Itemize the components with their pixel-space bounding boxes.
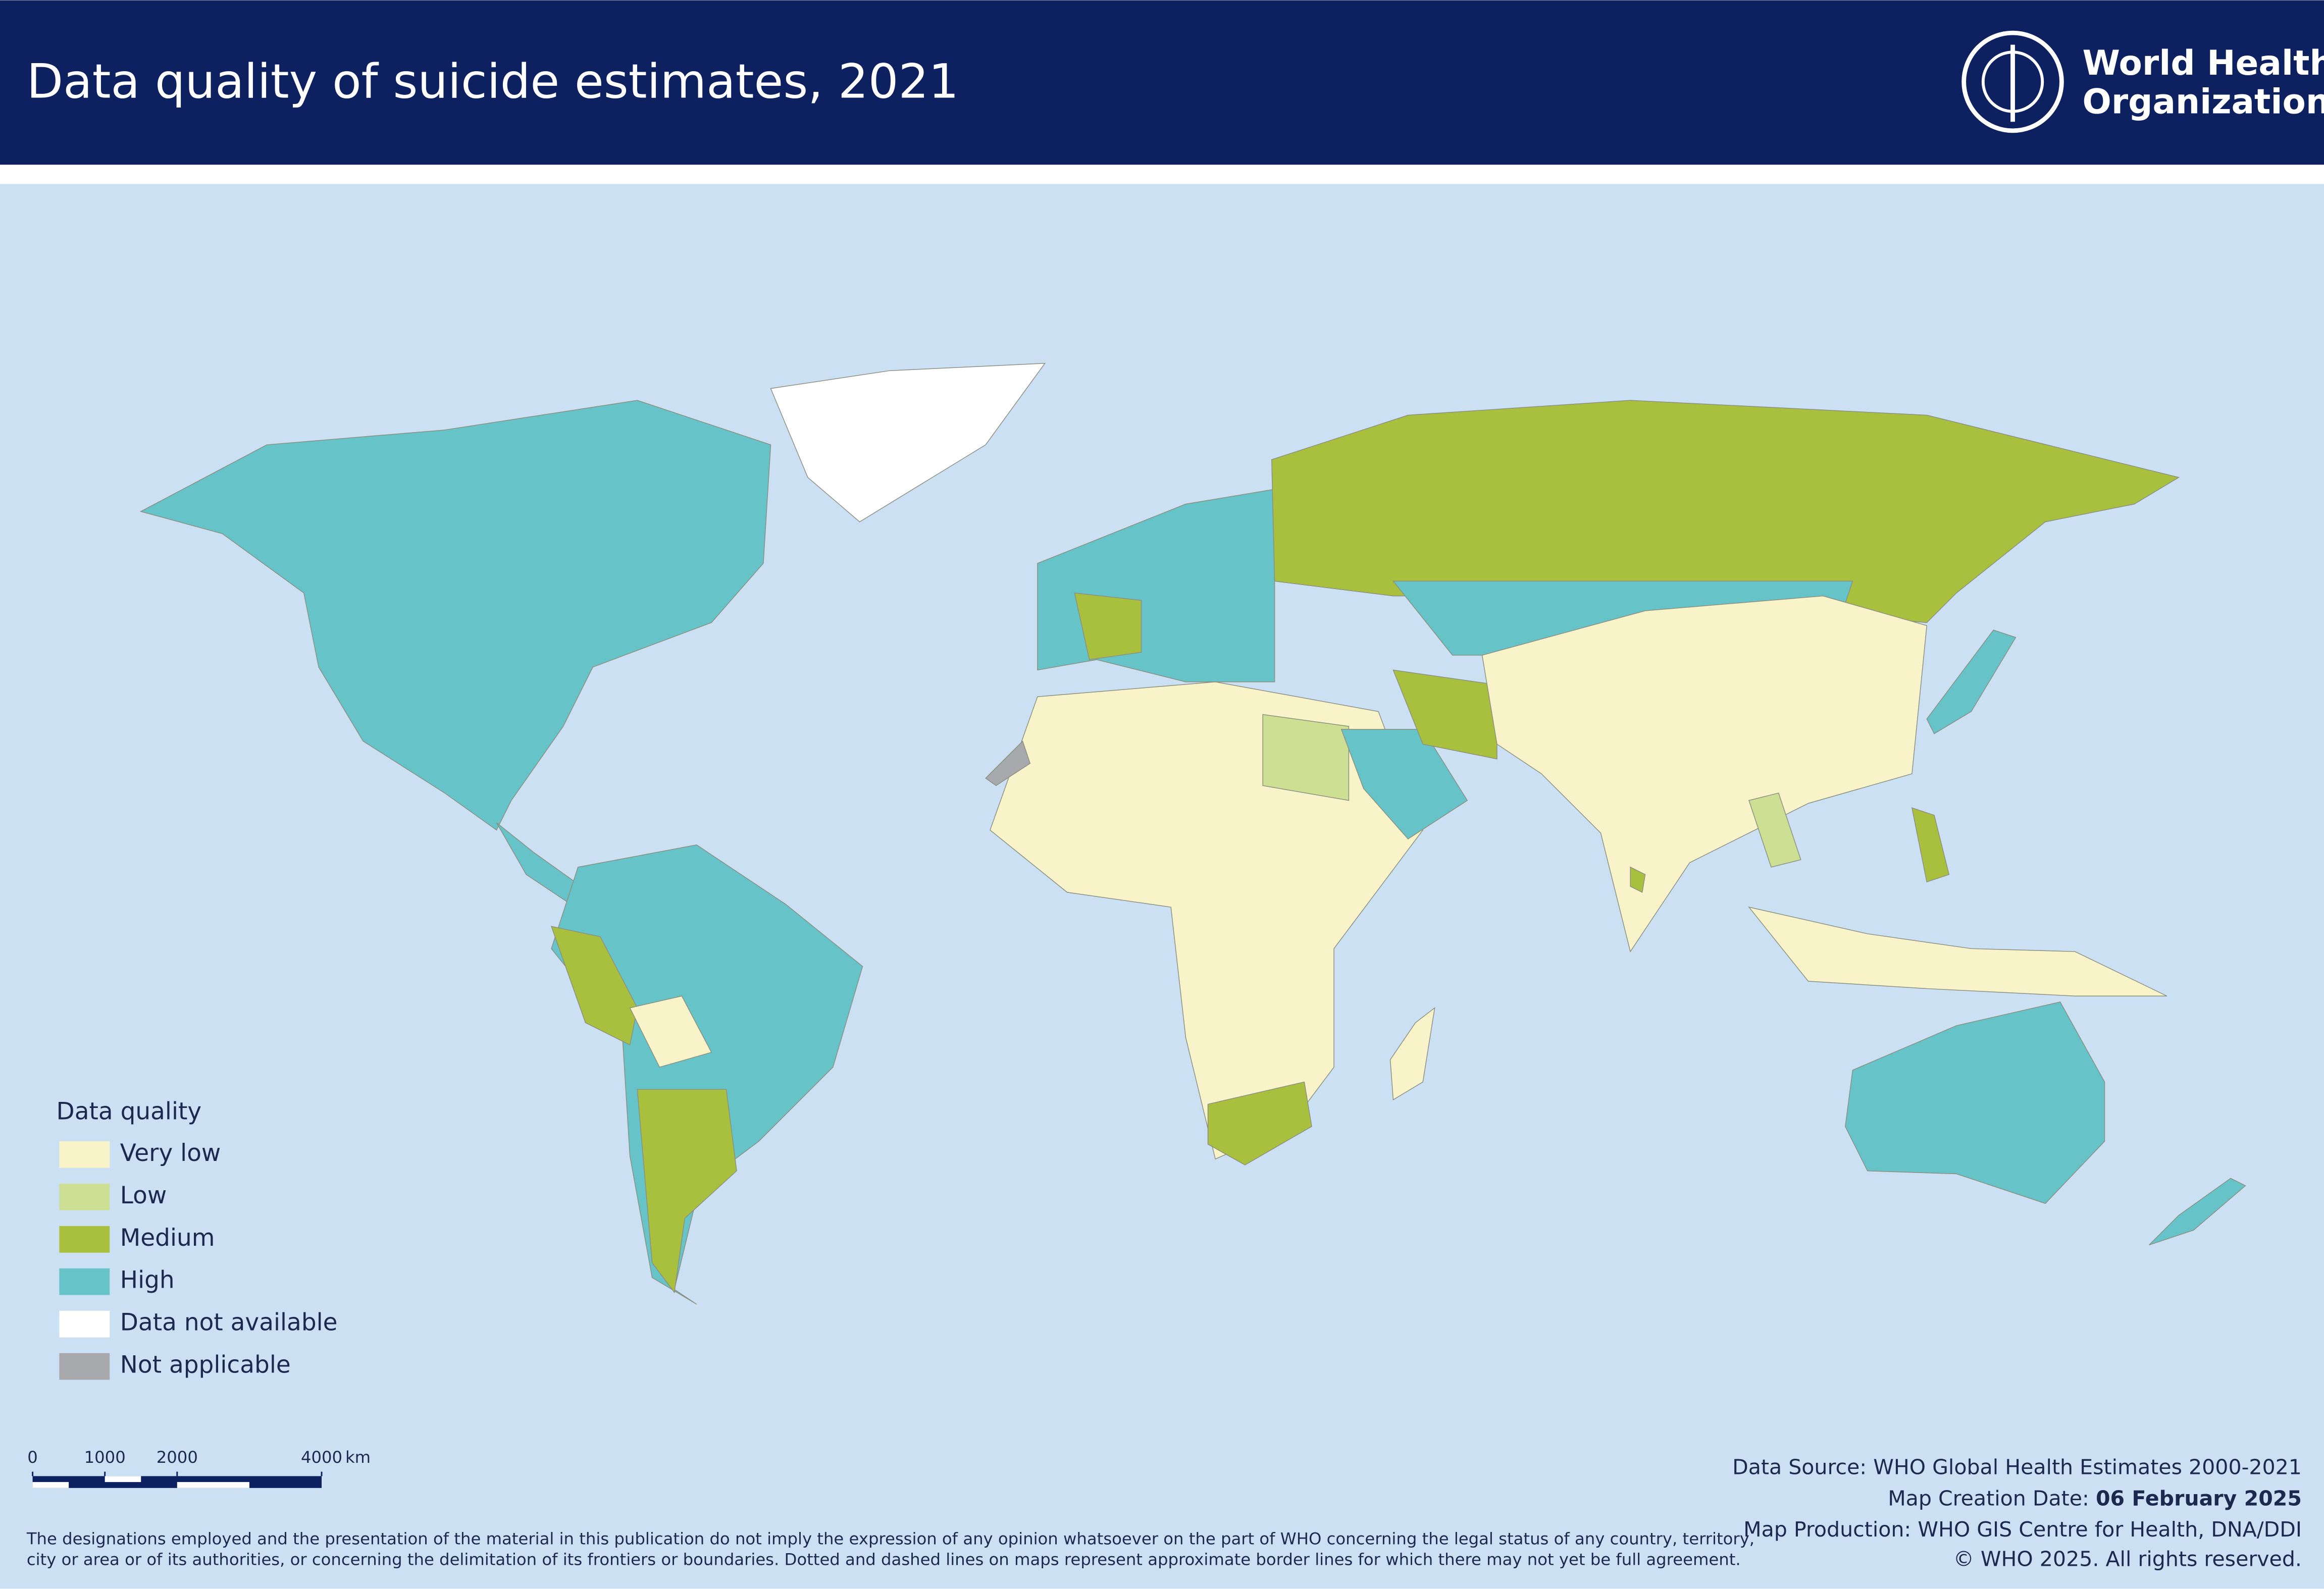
legend-swatch (59, 1268, 110, 1295)
arabian-peninsula (1340, 729, 1468, 840)
egypt (1262, 714, 1350, 801)
south-america (551, 844, 863, 1305)
map-title: Data quality of suicide estimates, 2021 (27, 55, 959, 110)
logo-text: World Health (2082, 43, 2324, 83)
legend-swatch (59, 1353, 110, 1380)
greenland (770, 362, 1046, 522)
data-source: Data Source: WHO Global Health Estimates… (1732, 1455, 2302, 1479)
legend-swatch (59, 1183, 110, 1210)
scale-bar: 0 1000 2000 4000 km (27, 1448, 371, 1488)
header-band (0, 0, 2324, 165)
land (139, 362, 2246, 1305)
western-sahara (985, 740, 1031, 786)
creation-label: Map Creation Date: (1888, 1486, 2089, 1510)
disclaimer: city or area or of its authorities, or c… (27, 1550, 1741, 1569)
legend-title: Data quality (57, 1098, 202, 1126)
creation-date: Map Creation Date: 06 February 2025 (1888, 1486, 2302, 1510)
scale-label: 2000 (157, 1448, 198, 1467)
logo-emblem (1961, 30, 2064, 133)
copyright: © WHO 2025. All rights reserved. (1953, 1547, 2302, 1571)
madagascar (1389, 1007, 1435, 1100)
legend-swatch (59, 1310, 110, 1338)
france (1074, 592, 1142, 660)
legend: Data quality Very low Low Medium High Data n… (57, 1098, 338, 1380)
scale-segment (177, 1482, 249, 1488)
scale-segment (32, 1482, 69, 1488)
australia (1845, 1001, 2105, 1204)
iran (1392, 669, 1497, 760)
sri-lanka (1630, 866, 1646, 893)
scale-label: 1000 (84, 1448, 126, 1467)
peru (550, 926, 638, 1046)
legend-label: Medium (120, 1224, 215, 1252)
creation-value: 06 February 2025 (2096, 1486, 2302, 1510)
philippines (1911, 807, 1950, 883)
logo-text: Organization (2082, 82, 2324, 122)
japan (1926, 629, 2017, 734)
legend-label: Not applicable (120, 1351, 291, 1379)
russia (1271, 400, 2180, 623)
asia (1481, 595, 1928, 952)
legend-label: High (120, 1266, 175, 1294)
scale-label: 0 (27, 1448, 38, 1467)
legend-label: Very low (120, 1139, 221, 1167)
legend-swatch (59, 1226, 110, 1253)
south-africa (1207, 1081, 1312, 1166)
footer: Data Source: WHO Global Health Estimates… (26, 1455, 2302, 1571)
scale-segment (105, 1476, 141, 1482)
southeast-asia-islands (1748, 906, 2167, 996)
scale-label: 4000 (301, 1448, 342, 1467)
legend-swatch (59, 1141, 110, 1168)
map-production: Map Production: WHO GIS Centre for Healt… (1743, 1517, 2302, 1542)
thailand (1748, 792, 1801, 868)
header-strip (0, 165, 2324, 184)
bolivia (629, 995, 712, 1068)
who-logo: World Health Organization (1961, 30, 2324, 133)
disclaimer: The designations employed and the presen… (26, 1529, 1754, 1549)
legend-label: Data not available (120, 1309, 338, 1337)
argentina (637, 1089, 737, 1294)
north-america (139, 400, 771, 831)
scale-unit: km (345, 1448, 371, 1467)
new-zealand (2149, 1178, 2246, 1246)
legend-label: Low (120, 1182, 167, 1209)
